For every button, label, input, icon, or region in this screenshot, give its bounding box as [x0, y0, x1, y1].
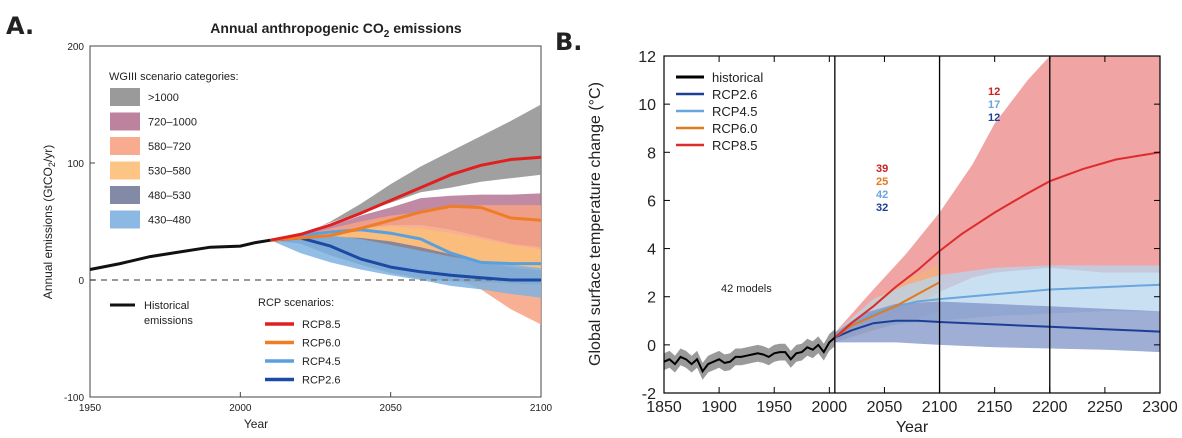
series-line-rcp8-5 [270, 155, 542, 242]
y-tick-label-0: 0 [647, 338, 656, 355]
panel-b-legend: historical RCP2.6 RCP4.5 RCP6.0 RCP8.5 [676, 70, 763, 153]
panel-a-historical-legend: Historical emissions [110, 300, 193, 327]
category-label-530-580: 530–580 [148, 166, 191, 178]
model-count-annotation: 42 models [721, 283, 772, 295]
y-tick-label-200: 200 [67, 42, 84, 53]
x-tick-label-2100: 2100 [530, 403, 553, 414]
series-line-rcp4-5 [270, 228, 541, 266]
series-line-rcp2-6 [270, 236, 541, 282]
y-tick-label--100: -100 [64, 393, 84, 404]
y-tick-label-6: 6 [647, 193, 656, 210]
category-swatch-430-480 [110, 210, 140, 229]
panel-b-x-axis-title: Year [896, 419, 929, 436]
panel-a-title: Annual anthropogenic CO2 emissions [210, 20, 462, 40]
panel-a-y-axis-title: Annual emissions (GtCO2/yr) [41, 145, 57, 299]
x-tick-label-1850: 1850 [646, 399, 682, 416]
category-swatch-720-1000 [110, 112, 140, 131]
x-tick-label-1950: 1950 [756, 399, 792, 416]
panel-a-x-axis-title: Year [244, 417, 268, 431]
series-line-rcp6-0 [270, 204, 542, 242]
legend-label-historical: historical [712, 70, 763, 85]
panel-a-rcp-legend: RCP scenarios: RCP8.5 RCP6.0 RCP4.5 RCP2.6 [258, 297, 341, 387]
series-line-rcp6-0 [834, 281, 941, 339]
x-tick-label-2050: 2050 [380, 403, 403, 414]
x-tick-label-1900: 1900 [701, 399, 737, 416]
rcp-legend-label-rcp2-6: RCP2.6 [302, 375, 341, 387]
panel-a-ticks: 1950 2000 2050 2100 -100 0 100 200 [64, 42, 553, 414]
y-tick-label-0: 0 [78, 276, 84, 287]
category-band-430-480 [270, 235, 541, 298]
historical-legend-label-line2: emissions [144, 315, 193, 327]
panel-b: B. 1850 1900 1950 2000 2050 2100 2150 2200 2250 2… [555, 28, 1178, 436]
band-rcp4-5 [834, 265, 1160, 343]
y-tick-label-2: 2 [647, 290, 656, 307]
panel-a: A. Annual anthropogenic CO2 emissions 19… [6, 12, 553, 431]
panel-a-label: A. [6, 12, 34, 40]
y-tick-label-100: 100 [67, 159, 84, 170]
y-tick-label--2: -2 [642, 386, 656, 403]
x-tick-label-2100: 2100 [922, 399, 958, 416]
x-tick-label-2250: 2250 [1087, 399, 1123, 416]
legend-label-rcp4-5: RCP4.5 [712, 104, 758, 119]
x-tick-label-2200: 2200 [1032, 399, 1068, 416]
panel-b-frame [663, 55, 1161, 394]
x-tick-label-2050: 2050 [867, 399, 903, 416]
category-label-720-1000: 720–1000 [148, 117, 197, 129]
panel-a-category-legend: WGIII scenario categories: >1000 720–1000… [109, 71, 239, 229]
model-count-2100-4: 32 [876, 202, 888, 214]
model-count-2100-3: 42 [876, 189, 888, 201]
series-line-rcp8-5 [834, 151, 1161, 339]
panel-b-series-lines [663, 151, 1161, 374]
category-label-580-720: 580–720 [148, 141, 191, 153]
historical-temperature-line [663, 336, 836, 374]
rcp-legend-label-rcp4-5: RCP4.5 [302, 356, 341, 368]
category-swatch-480-530 [110, 186, 140, 204]
x-tick-label-2000: 2000 [812, 399, 848, 416]
x-tick-label-1950: 1950 [79, 403, 102, 414]
category-swatch-1000 [110, 88, 140, 106]
series-line-rcp4-5 [834, 283, 1161, 339]
y-tick-label-4: 4 [647, 242, 656, 259]
band-rcp2-6 [834, 301, 1160, 353]
category-band-1000 [270, 104, 541, 239]
legend-label-rcp2-6: RCP2.6 [712, 87, 758, 102]
panel-b-vertical-lines [834, 56, 1051, 393]
historical-emissions-line [89, 238, 271, 271]
model-count-2100-1: 39 [876, 163, 888, 175]
category-legend-title: WGIII scenario categories: [109, 71, 239, 83]
x-tick-label-2300: 2300 [1142, 399, 1178, 416]
model-count-2300-2: 17 [988, 99, 1000, 111]
x-tick-label-2150: 2150 [977, 399, 1013, 416]
legend-label-rcp8-5: RCP8.5 [712, 138, 758, 153]
category-label-430-480: 430–480 [148, 215, 191, 227]
series-line-rcp2-6 [834, 319, 1161, 339]
model-count-2100-2: 25 [876, 176, 888, 188]
category-swatch-530-580 [110, 161, 140, 180]
rcp-legend-title: RCP scenarios: [258, 297, 334, 309]
category-label-1000: >1000 [148, 92, 179, 104]
panel-a-series-lines [89, 155, 542, 282]
panel-b-label: B. [555, 28, 582, 56]
y-tick-label-8: 8 [647, 145, 656, 162]
panel-b-ticks: 1850 1900 1950 2000 2050 2100 2150 2200 2250 2300… [638, 49, 1178, 416]
category-swatch-580-720 [110, 137, 140, 155]
model-count-2300-3: 12 [988, 112, 1000, 124]
rcp-legend-label-rcp8-5: RCP8.5 [302, 319, 341, 331]
category-label-480-530: 480–530 [148, 190, 191, 202]
model-count-2300-1: 12 [988, 86, 1000, 98]
y-tick-label-10: 10 [638, 97, 656, 114]
x-tick-label-2000: 2000 [229, 403, 252, 414]
rcp-legend-label-rcp6-0: RCP6.0 [302, 338, 341, 350]
legend-label-rcp6-0: RCP6.0 [712, 121, 758, 136]
y-tick-label-12: 12 [638, 49, 656, 66]
panel-b-y-axis-title: Global surface temperature change (°C) [587, 82, 604, 366]
historical-legend-label-line1: Historical [144, 300, 189, 312]
